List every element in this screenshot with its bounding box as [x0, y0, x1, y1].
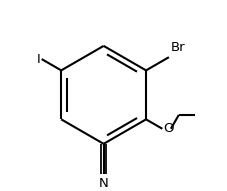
Text: Br: Br: [170, 41, 185, 54]
Text: O: O: [163, 122, 173, 135]
Text: I: I: [37, 53, 41, 66]
Text: N: N: [98, 177, 108, 190]
